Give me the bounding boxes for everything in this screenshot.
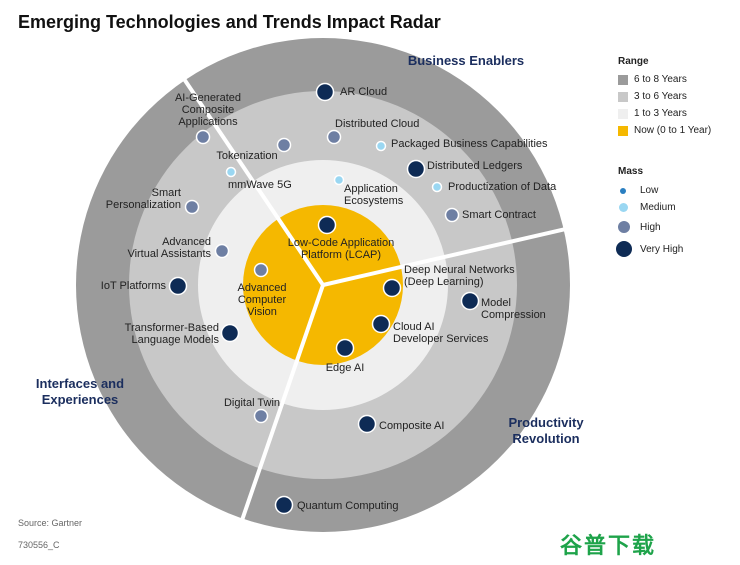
- legend-label: Very High: [640, 243, 684, 255]
- legend-label: 6 to 8 Years: [634, 74, 687, 85]
- legend-range-3-6: 3 to 6 Years: [618, 91, 687, 102]
- label-composite-ai: Composite AI: [379, 420, 444, 432]
- label-mmwave-5g: mmWave 5G: [228, 179, 292, 191]
- label-low-code-application-platform-lcap: Low-Code Application Platform (LCAP): [288, 237, 394, 261]
- label-smart-personalization: Smart Personalization: [106, 187, 181, 211]
- label-distributed-ledgers: Distributed Ledgers: [427, 160, 523, 172]
- swatch-now: [618, 125, 628, 136]
- blip-distributed-ledgers: [406, 159, 426, 179]
- label-deep-neural-networks-deep-learning: Deep Neural Networks (Deep Learning): [404, 264, 515, 288]
- blip-digital-twin: [253, 408, 269, 424]
- blip-transformer-based-language-models: [220, 323, 240, 343]
- blip-advanced-virtual-assistants: [214, 243, 230, 259]
- blip-application-ecosystems: [333, 174, 345, 186]
- watermark-logo: 谷普下载: [560, 533, 657, 558]
- blip-distributed-cloud: [326, 129, 342, 145]
- blip-advanced-computer-vision: [253, 262, 269, 278]
- blip-low-code-application-platform-lcap: [317, 215, 337, 235]
- legend-mass-low: Low: [620, 185, 658, 196]
- divider-interfaces-productivity: [239, 284, 325, 523]
- legend-range-title: Range: [618, 56, 649, 67]
- label-distributed-cloud: Distributed Cloud: [335, 118, 419, 130]
- blip-ar-cloud: [315, 82, 335, 102]
- swatch-6-8: [618, 74, 628, 85]
- legend-range-now: Now (0 to 1 Year): [618, 125, 711, 136]
- label-edge-ai: Edge AI: [326, 362, 365, 374]
- legend-mass-medium: Medium: [619, 202, 676, 213]
- blip-composite-ai: [357, 414, 377, 434]
- label-cloud-ai-developer-services: Cloud AI Developer Services: [393, 321, 489, 345]
- theme-productivity-revolution: Productivity Revolution: [508, 415, 584, 446]
- legend-label: Now (0 to 1 Year): [634, 125, 712, 136]
- blip-cloud-ai-developer-services: [371, 314, 391, 334]
- divider-business-productivity: [322, 226, 568, 287]
- mass-very-high-dot: [616, 241, 632, 257]
- legend-label: Medium: [640, 202, 676, 213]
- blip-smart-contract: [444, 207, 460, 223]
- blip-ai-generated-composite-applications: [195, 129, 211, 145]
- label-smart-contract: Smart Contract: [462, 209, 536, 221]
- blip-packaged-business-capabilities: [375, 140, 387, 152]
- label-advanced-computer-vision: Advanced Computer Vision: [238, 282, 287, 318]
- label-application-ecosystems: Application Ecosystems: [344, 183, 404, 207]
- blip-edge-ai: [335, 338, 355, 358]
- mass-medium-dot: [619, 203, 628, 212]
- source-note: Source: Gartner: [18, 518, 83, 528]
- blip-deep-neural-networks-deep-learning: [382, 278, 402, 298]
- legend-label: 3 to 6 Years: [634, 91, 687, 102]
- label-model-compression: Model Compression: [481, 297, 546, 321]
- label-advanced-virtual-assistants: Advanced Virtual Assistants: [127, 236, 211, 260]
- label-digital-twin: Digital Twin: [224, 397, 280, 409]
- divider-business-interfaces: [181, 76, 325, 287]
- blip-mmwave-5g: [225, 166, 237, 178]
- theme-interfaces-experiences: Interfaces and Experiences: [36, 376, 124, 407]
- theme-business-enablers: Business Enablers: [408, 53, 524, 68]
- blip-tokenization: [276, 137, 292, 153]
- legend-label: Low: [640, 185, 659, 196]
- label-packaged-business-capabilities: Packaged Business Capabilities: [391, 138, 548, 150]
- blip-iot-platforms: [168, 276, 188, 296]
- label-iot-platforms: IoT Platforms: [101, 280, 167, 292]
- swatch-3-6: [618, 91, 628, 102]
- label-ar-cloud: AR Cloud: [340, 86, 387, 98]
- legend-range-1-3: 1 to 3 Years: [618, 108, 687, 119]
- blip-model-compression: [460, 291, 480, 311]
- label-ai-generated-composite-applications: AI-Generated Composite Applications: [175, 92, 241, 128]
- label-productization-of-data: Productization of Data: [448, 181, 557, 193]
- document-id: 730556_C: [18, 540, 60, 550]
- blip-productization-of-data: [431, 181, 443, 193]
- legend-label: 1 to 3 Years: [634, 108, 687, 119]
- swatch-1-3: [618, 108, 628, 119]
- legend-mass-title: Mass: [618, 166, 644, 177]
- label-tokenization: Tokenization: [216, 150, 277, 162]
- legend-label: High: [640, 221, 661, 233]
- mass-low-dot: [620, 187, 626, 194]
- mass-high-dot: [618, 221, 630, 233]
- legend-range-6-8: 6 to 8 Years: [618, 74, 687, 85]
- page-title: Emerging Technologies and Trends Impact …: [18, 12, 441, 32]
- legend-mass-very-high: Very High: [616, 241, 683, 257]
- label-transformer-based-language-models: Transformer-Based Language Models: [125, 322, 220, 346]
- legend-mass-high: High: [618, 221, 661, 233]
- blip-smart-personalization: [184, 199, 200, 215]
- label-quantum-computing: Quantum Computing: [297, 500, 399, 512]
- blip-quantum-computing: [274, 495, 294, 515]
